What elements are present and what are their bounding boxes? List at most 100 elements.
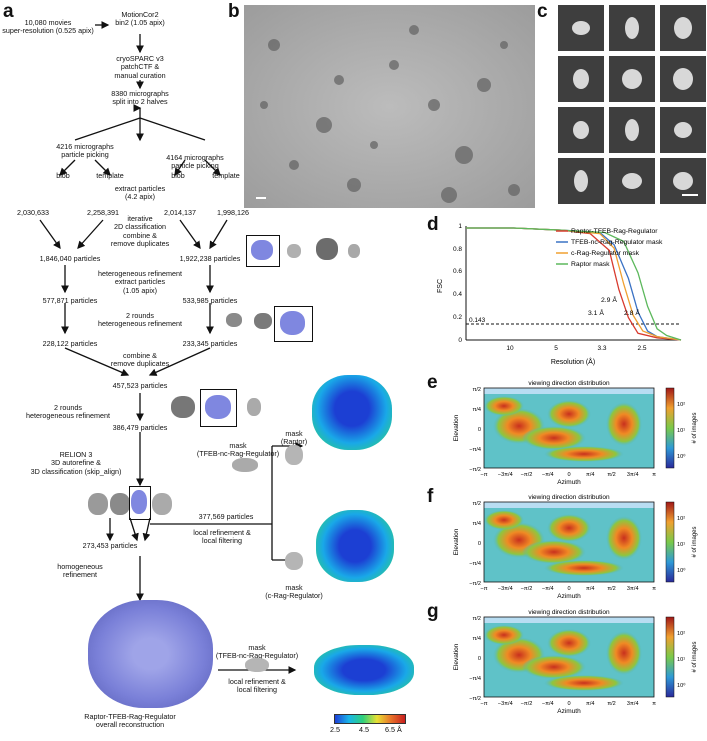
density-map-icon [348, 244, 360, 258]
wf-particles-l3: 228,122 particles [42, 339, 98, 348]
wf-cryosparc: cryoSPARC v3 patchCTF & manual curation [114, 54, 166, 80]
heatmap-density-blob [484, 625, 524, 645]
wf-rounds1: 2 rounds heterogeneous refinement [98, 311, 182, 329]
wf-particles-r2: 533,985 particles [182, 296, 238, 305]
vdd-ytick: π/4 [472, 636, 481, 642]
vdd-ytick: −π/2 [469, 696, 481, 702]
vdd-colorbar-tick: 10² [677, 631, 685, 637]
panel-label-d: d [427, 214, 439, 235]
density-map-icon [110, 493, 130, 515]
vdd-colorbar-tick: 10⁰ [677, 567, 686, 574]
mask-icon [245, 658, 269, 672]
mask-icon [285, 445, 303, 465]
vdd-ytick: π/2 [472, 616, 481, 622]
local-resolution-map-crag [316, 510, 394, 582]
heatmap-density-blob [544, 675, 624, 691]
heatmap-density-blob [547, 514, 591, 542]
heatmap-density-blob [484, 510, 524, 530]
vdd-ylabel: Elevation [453, 414, 460, 441]
vdd-xtick: π/4 [586, 586, 595, 592]
vdd-xtick: π [652, 586, 656, 592]
panel-label-b: b [228, 1, 240, 22]
vdd-xtick: π/2 [607, 586, 616, 592]
wf-blob-left: blob [56, 171, 70, 180]
heatmap-density-blob [544, 560, 624, 576]
wf-particles-l1: 1,846,040 particles [39, 254, 101, 263]
wf-combine2: combine & remove duplicates [110, 351, 170, 369]
vdd-plot-f: viewing direction distribution Azimuth Ele… [453, 494, 698, 600]
vdd-title: viewing direction distribution [528, 494, 610, 501]
vdd-xtick: 0 [567, 586, 570, 592]
vdd-colorbar-tick: 10⁰ [677, 682, 686, 689]
heatmap-density-blob [484, 396, 524, 416]
wf-particles-l2: 577,871 particles [42, 296, 98, 305]
vdd-xtick: π [652, 701, 656, 707]
density-map-icon [226, 313, 242, 327]
wf-blob-right: blob [171, 171, 185, 180]
wf-count-r1: 2,014,137 [164, 208, 196, 217]
wf-rounds2: 2 rounds heterogeneous refinement [26, 403, 110, 421]
wf-particles-r1: 1,922,238 particles [179, 254, 241, 263]
micrograph-particles [256, 25, 520, 203]
vdd-ytick: −π/4 [469, 676, 481, 682]
micrograph-image [244, 5, 535, 208]
vdd-xtick: π/2 [607, 472, 616, 478]
vdd-colorbar-tick: 10¹ [677, 657, 685, 663]
heatmap-frame [483, 387, 655, 469]
vdd-xlabel: Azimuth [557, 593, 581, 600]
wf-half-left: 4216 micrographs particle picking [56, 142, 114, 160]
density-map-icon [205, 395, 231, 419]
wf-movies: 10,080 movies super-resolution (0.525 api… [2, 18, 94, 36]
fsc-annot-31: 3.1 Å [588, 308, 604, 317]
heatmap-frame [483, 501, 655, 583]
vdd-xtick: −3π/4 [498, 701, 513, 707]
vdd-xtick: 3π/4 [627, 701, 639, 707]
wf-local2: local refinement & local filtering [228, 677, 286, 695]
vdd-colorbar-tick: 10² [677, 402, 685, 408]
vdd-ytick: −π/4 [469, 447, 481, 453]
selected-class-box-4 [129, 486, 151, 520]
vdd-xtick: −π [480, 586, 487, 592]
vdd-ytick: π/2 [472, 501, 481, 507]
legend-label: TFEB-nc-Rag-Regulator mask [571, 239, 663, 246]
wf-count-l1: 2,030,633 [17, 208, 49, 217]
colorbar-tick: 6.5 Å [385, 725, 402, 734]
vdd-xtick: −π/4 [542, 586, 554, 592]
heatmap-top-band [484, 617, 654, 623]
class-averages-grid [558, 5, 706, 204]
wf-micrographs: 8380 micrographs split into 2 halves [111, 89, 169, 107]
wf-homo: homogeneous refinement [57, 562, 103, 580]
selected-class-box-1 [246, 235, 280, 267]
wf-mask-raptor: mask (Raptor) [280, 429, 308, 447]
colorbar-tick: 2.5 [330, 725, 340, 734]
vdd-xtick: −π/2 [521, 472, 533, 478]
vdd-ylabel: Elevation [453, 528, 460, 555]
heatmap-density-blob [547, 400, 591, 428]
density-map-icon [254, 313, 272, 329]
vdd-ytick: −π/2 [469, 581, 481, 587]
vdd-colorbar [665, 616, 675, 698]
wf-mask1: mask (TFEB-nc-Rag-Regulator) [196, 441, 280, 459]
workflow-arrows [39, 21, 304, 674]
wf-particles-6: 377,569 particles [198, 512, 254, 521]
vdd-colorbar-label: # of images [692, 641, 698, 672]
wf-final: Raptor-TFEB-Rag-Regulator overall reconst… [84, 712, 176, 730]
wf-het-refine: heterogeneous refinement extract particle… [98, 269, 182, 295]
vdd-colorbar [665, 501, 675, 583]
vdd-xtick: π/4 [586, 701, 595, 707]
wf-particles-7: 273,453 particles [82, 541, 138, 550]
heatmap-top-band [484, 502, 654, 508]
fsc-legend: Raptor-TFEB-Rag-Regulator TFEB-nc-Rag-Re… [556, 228, 663, 268]
vdd-ytick: 0 [478, 656, 481, 662]
legend-label: Raptor mask [571, 261, 610, 268]
vdd-colorbar-tick: 10¹ [677, 428, 685, 434]
wf-count-r2: 1,998,126 [217, 208, 249, 217]
legend-label: c-Rag-Regulator mask [571, 250, 640, 257]
vdd-xtick: π/2 [607, 701, 616, 707]
wf-relion: RELION 3 3D autorefine & 3D classification… [30, 450, 122, 476]
vdd-colorbar-tick: 10⁰ [677, 453, 686, 460]
vdd-xtick: −3π/4 [498, 472, 513, 478]
selected-class-box-3 [200, 389, 237, 427]
fsc-curves [466, 227, 682, 341]
wf-local1: local refinement & local filtering [193, 528, 251, 546]
